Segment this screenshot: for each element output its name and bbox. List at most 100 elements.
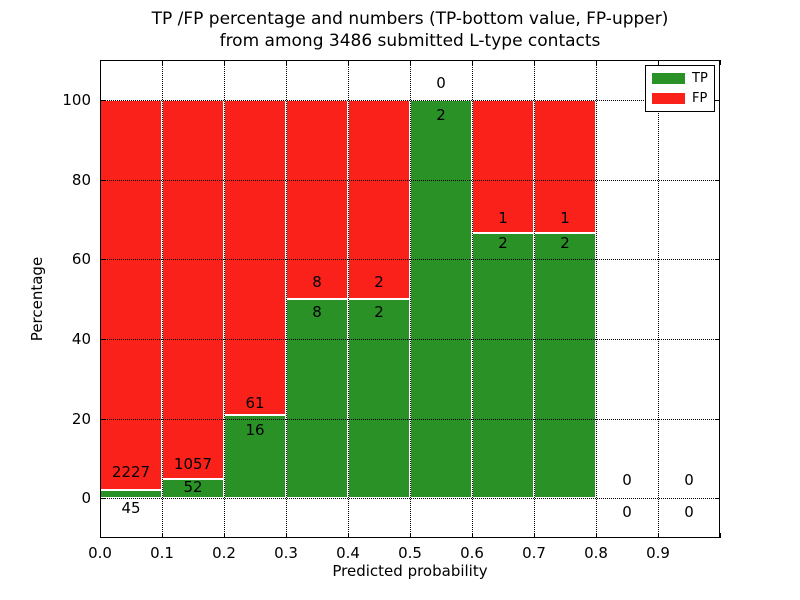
y-tick-mark	[715, 179, 720, 181]
x-tick-mark	[596, 533, 597, 538]
x-tick-mark	[658, 533, 659, 538]
y-tick-mark	[715, 338, 720, 340]
tp-count-label: 2	[436, 105, 446, 124]
fp-count-label: 61	[245, 393, 265, 412]
x-tick-label: 0.2	[212, 544, 236, 562]
x-tick-label: 0.8	[584, 544, 608, 562]
x-tick-label: 0.5	[398, 544, 422, 562]
x-gridline	[286, 60, 287, 538]
fp-count-label: 8	[312, 272, 322, 291]
x-gridline	[162, 60, 163, 538]
x-gridline	[472, 60, 473, 538]
x-tick-mark	[100, 60, 101, 65]
y-tick-mark	[715, 99, 720, 101]
legend-item-fp: FP	[652, 92, 714, 105]
legend: TP FP	[645, 65, 715, 112]
x-tick-mark	[534, 60, 535, 65]
x-tick-mark	[348, 533, 349, 538]
x-tick-mark	[286, 533, 287, 538]
x-tick-label: 0.6	[460, 544, 484, 562]
bar-segment-tp	[100, 490, 162, 499]
y-tick-mark	[100, 338, 105, 340]
y-tick-mark	[715, 498, 720, 500]
tp-count-label: 0	[622, 503, 632, 522]
x-tick-mark	[162, 60, 163, 65]
tp-count-label: 45	[121, 499, 141, 518]
legend-label-fp: FP	[692, 90, 708, 106]
fp-count-label: 0	[622, 471, 632, 490]
x-tick-mark	[224, 60, 225, 65]
bar-segment-tp	[410, 99, 472, 499]
fp-count-label: 2227	[111, 463, 151, 482]
bar-segment-fp	[348, 99, 410, 299]
bar-segment-tp	[286, 299, 348, 499]
x-tick-label: 0.7	[522, 544, 546, 562]
y-tick-label: 40	[71, 329, 91, 348]
y-tick-mark	[100, 99, 105, 101]
y-tick-mark	[100, 498, 105, 500]
bar-segment-fp	[162, 99, 224, 480]
x-tick-label: 0.3	[274, 544, 298, 562]
x-tick-mark	[286, 60, 287, 65]
chart-title-line2: from among 3486 submitted L-type contact…	[219, 31, 601, 51]
y-tick-mark	[100, 418, 105, 420]
tp-count-label: 2	[374, 302, 384, 321]
x-gridline	[658, 60, 659, 538]
fp-count-label: 0	[436, 73, 446, 92]
fp-count-label: 2	[374, 272, 384, 291]
tp-count-label: 52	[183, 478, 203, 496]
bar-segment-fp	[100, 99, 162, 491]
x-gridline	[596, 60, 597, 538]
tp-count-label: 8	[312, 302, 322, 321]
y-tick-label: 20	[71, 409, 91, 428]
tp-count-label: 2	[560, 234, 570, 253]
x-tick-label: 0.4	[336, 544, 360, 562]
tp-count-label: 16	[245, 421, 265, 440]
y-tick-mark	[715, 259, 720, 261]
legend-label-tp: TP	[692, 71, 708, 87]
bar-segment-fp	[286, 99, 348, 299]
fp-count-label: 1057	[173, 454, 213, 473]
y-tick-mark	[100, 179, 105, 181]
y-tick-label: 80	[71, 170, 91, 189]
y-tick-label: 60	[71, 250, 91, 269]
y-tick-label: 0	[81, 489, 91, 508]
bar-segment-tp	[472, 232, 534, 499]
fp-count-label: 1	[560, 209, 570, 228]
x-axis-label: Predicted probability	[332, 562, 488, 580]
bar-segment-fp	[534, 99, 596, 233]
x-gridline	[348, 60, 349, 538]
x-tick-mark	[162, 533, 163, 538]
x-tick-mark	[410, 60, 411, 65]
tp-color-swatch	[652, 73, 685, 85]
legend-item-tp: TP	[652, 72, 714, 85]
x-tick-mark	[658, 60, 659, 65]
x-tick-label: 0.1	[150, 544, 174, 562]
x-gridline	[224, 60, 225, 538]
x-tick-mark	[348, 60, 349, 65]
x-tick-mark	[472, 60, 473, 65]
x-tick-mark	[100, 533, 101, 538]
y-tick-label: 100	[62, 90, 91, 109]
x-tick-mark	[534, 533, 535, 538]
chart-title: TP /FP percentage and numbers (TP-bottom…	[100, 8, 720, 52]
x-tick-mark	[720, 60, 721, 65]
bar-segment-tp	[348, 299, 410, 499]
x-gridline	[410, 60, 411, 538]
x-tick-mark	[410, 533, 411, 538]
y-tick-mark	[100, 259, 105, 261]
bar-segment-fp	[224, 99, 286, 416]
tp-count-label: 0	[684, 503, 694, 522]
fp-count-label: 0	[684, 471, 694, 490]
x-gridline	[534, 60, 535, 538]
fp-count-label: 1	[498, 209, 508, 228]
chart-title-line1: TP /FP percentage and numbers (TP-bottom…	[151, 9, 669, 29]
x-tick-mark	[596, 60, 597, 65]
y-axis-label: Percentage	[28, 256, 46, 342]
x-tick-label: 0.0	[88, 544, 112, 562]
bar-segment-tp	[534, 232, 596, 499]
x-tick-mark	[224, 533, 225, 538]
fp-color-swatch	[652, 92, 685, 104]
x-tick-mark	[472, 533, 473, 538]
